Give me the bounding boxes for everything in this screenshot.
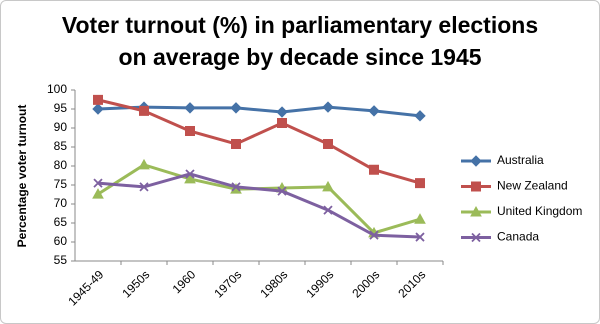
y-tick-label: 75: [54, 177, 68, 191]
x-tick-label: 1970s: [211, 267, 244, 300]
data-point: [185, 169, 195, 179]
legend-marker: [470, 205, 482, 217]
y-tick-label: 95: [54, 101, 68, 115]
data-point: [414, 110, 426, 122]
legend-label: Australia: [497, 153, 544, 167]
chart-title: Voter turnout (%) in parliamentary elect…: [61, 12, 539, 70]
legend-label: New Zealand: [497, 179, 568, 193]
data-point: [323, 205, 333, 215]
data-point: [93, 94, 103, 105]
y-tick-label: 85: [54, 139, 68, 153]
data-point: [276, 106, 288, 118]
legend-label: Canada: [497, 230, 539, 244]
y-tick-label: 55: [54, 253, 68, 267]
data-point: [322, 180, 334, 192]
data-point: [139, 182, 149, 192]
series-line: [97, 163, 421, 235]
data-point: [230, 102, 242, 114]
legend-label: United Kingdom: [497, 204, 582, 218]
data-point: [184, 172, 196, 184]
data-point: [322, 101, 334, 113]
x-tick-label: 1950s: [119, 267, 152, 300]
x-tick-label: 2000s: [349, 267, 382, 300]
data-point: [92, 188, 104, 199]
data-point: [92, 103, 104, 115]
data-point: [369, 230, 379, 240]
y-axis-label: Percentage voter turnout: [15, 105, 29, 248]
series-line: [97, 105, 421, 118]
data-point: [231, 182, 241, 192]
data-point: [138, 158, 150, 170]
legend-marker: [471, 181, 481, 192]
y-tick-label: 65: [54, 215, 68, 229]
x-tick-label: 1960: [170, 267, 199, 296]
data-point: [139, 105, 149, 116]
y-tick-label: 60: [54, 234, 68, 248]
y-tick-label: 90: [54, 120, 68, 134]
legend-marker: [470, 155, 482, 167]
legend-marker: [471, 232, 481, 243]
data-point: [185, 126, 195, 137]
data-point: [414, 213, 426, 224]
data-point: [93, 178, 103, 188]
data-point: [369, 164, 379, 175]
y-tick-label: 100: [47, 82, 67, 96]
data-point: [277, 186, 287, 196]
data-point: [323, 138, 333, 149]
series-line: [97, 98, 421, 185]
data-point: [184, 102, 196, 114]
y-tick-label: 70: [54, 196, 68, 210]
data-point: [277, 118, 287, 129]
data-point: [415, 232, 425, 242]
x-tick-label: 1945-49: [65, 267, 106, 308]
data-point: [368, 105, 380, 117]
data-point: [231, 138, 241, 149]
x-tick-label: 2010s: [395, 267, 428, 300]
data-point: [415, 178, 425, 189]
y-tick-label: 80: [54, 158, 68, 172]
series-line: [97, 172, 421, 239]
x-tick-label: 1980s: [257, 267, 290, 300]
x-tick-label: 1990s: [303, 267, 336, 300]
